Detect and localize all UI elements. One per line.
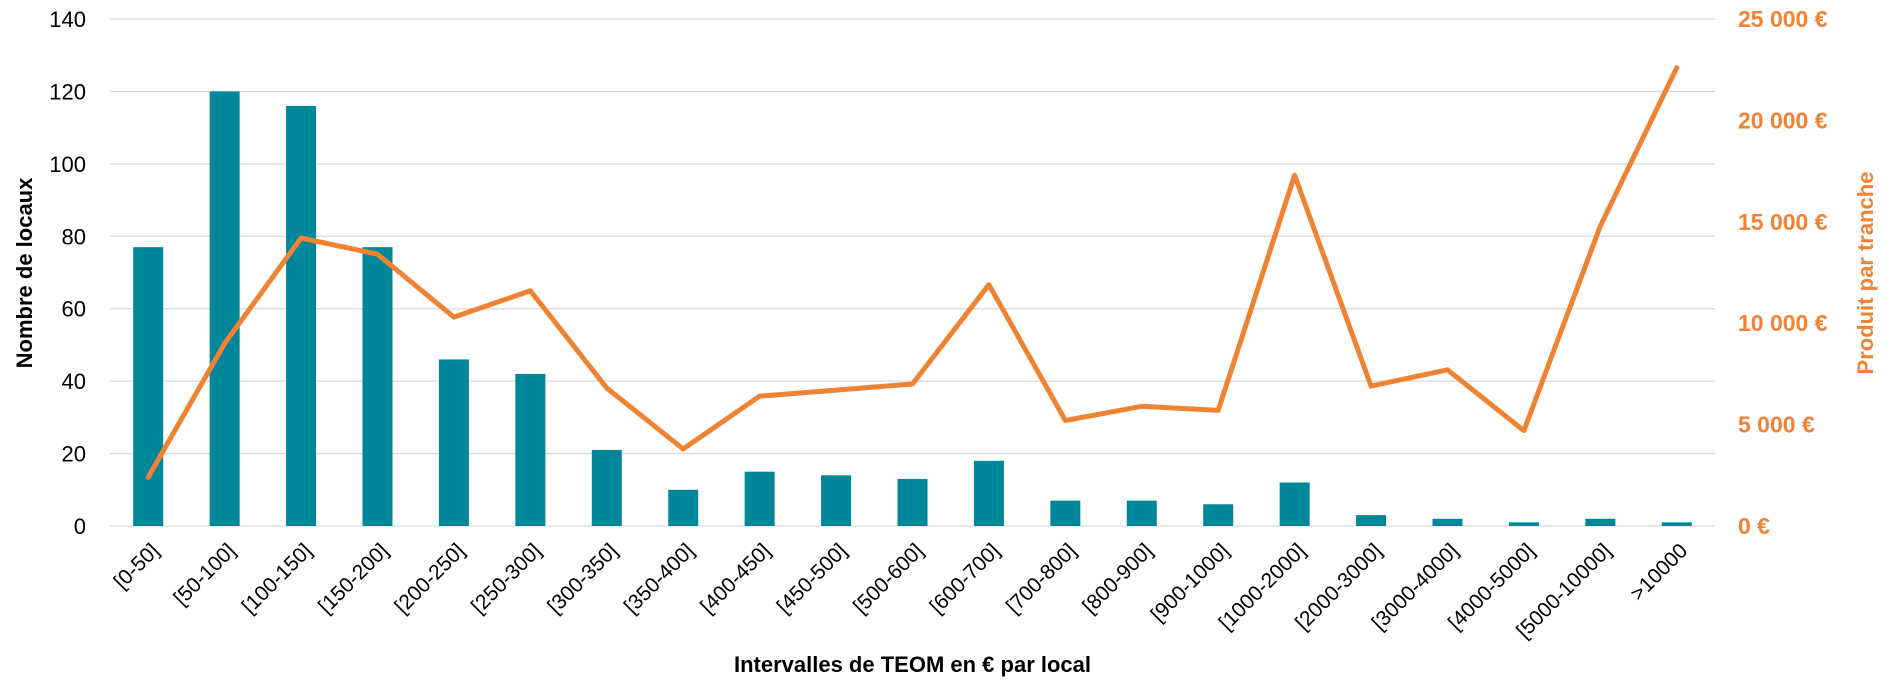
bar [515,373,546,526]
x-axis-tick-label: [800-900] [1078,539,1157,618]
left-axis-tick-label: 140 [49,7,86,32]
bar [209,91,240,526]
x-axis-tick-label: [250-300] [467,539,546,618]
bar [1585,518,1616,526]
x-axis-tick-label: [700-800] [1002,539,1081,618]
left-axis-tick-label: 20 [62,442,86,467]
bar [438,359,469,526]
bar [591,449,622,526]
x-axis-tick-label: [150-200] [314,539,393,618]
x-axis-tick-label: [0-50] [110,539,164,593]
left-axis-tick-label: 80 [62,224,86,249]
bar [1432,518,1463,526]
x-axis-tick-label: [450-500] [773,539,852,618]
right-axis-tick-label: 25 000 € [1738,6,1828,32]
x-axis-tick-label: [300-350] [543,539,622,618]
bar [362,247,393,526]
x-axis-tick-label: [400-450] [696,539,775,618]
x-axis-tick-label: [350-400] [620,539,699,618]
bar [1661,522,1692,526]
bar [668,489,699,526]
bar [821,475,852,526]
bar [1279,482,1310,526]
right-axis-tick-label: 15 000 € [1738,209,1828,235]
left-axis-tick-label: 100 [49,152,86,177]
y2-axis-title: Produit par tranche [1853,172,1878,375]
series-line [145,65,1680,480]
x-axis-title: Intervalles de TEOM en € par local [734,652,1091,677]
right-axis-tick-label: 0 € [1738,513,1770,539]
gridlines [110,18,1715,527]
right-axis-tick-label: 10 000 € [1738,310,1828,336]
x-axis-tick-label: [500-600] [849,539,928,618]
bar [1356,515,1387,526]
right-axis-tick-label: 20 000 € [1738,107,1828,133]
left-axis-ticks: 0 20 40 60 80 100 120 140 [49,7,86,539]
bar [744,471,775,526]
left-axis-tick-label: 0 [74,514,86,539]
bar [286,105,317,527]
x-axis-tick-label: [50-100] [169,539,240,610]
bar [1203,504,1234,526]
right-axis-tick-label: 5 000 € [1738,412,1815,438]
line-series [145,65,1680,480]
bar-series [133,91,1692,527]
left-axis-tick-label: 120 [49,79,86,104]
y-axis-title: Nombre de locaux [12,177,37,368]
x-axis-ticks: [0-50] [50-100][100-150][150-200][200-250… [110,539,1693,643]
right-axis-ticks: 0 € 5 000 € 10 000 € 15 000 € 20 000 € 25 000… [1738,6,1828,539]
bar [973,460,1004,526]
bar [897,478,928,526]
left-axis-tick-label: 40 [62,369,86,394]
x-axis-tick-label: [100-150] [238,539,317,618]
x-axis-tick-label: [200-250] [390,539,469,618]
x-axis-tick-label: [600-700] [925,539,1004,618]
bar [133,247,164,526]
x-axis-tick-label: >10000 [1626,539,1692,605]
left-axis-tick-label: 60 [62,297,86,322]
bar [1050,500,1081,526]
bar [1508,522,1539,526]
bar [1126,500,1157,526]
